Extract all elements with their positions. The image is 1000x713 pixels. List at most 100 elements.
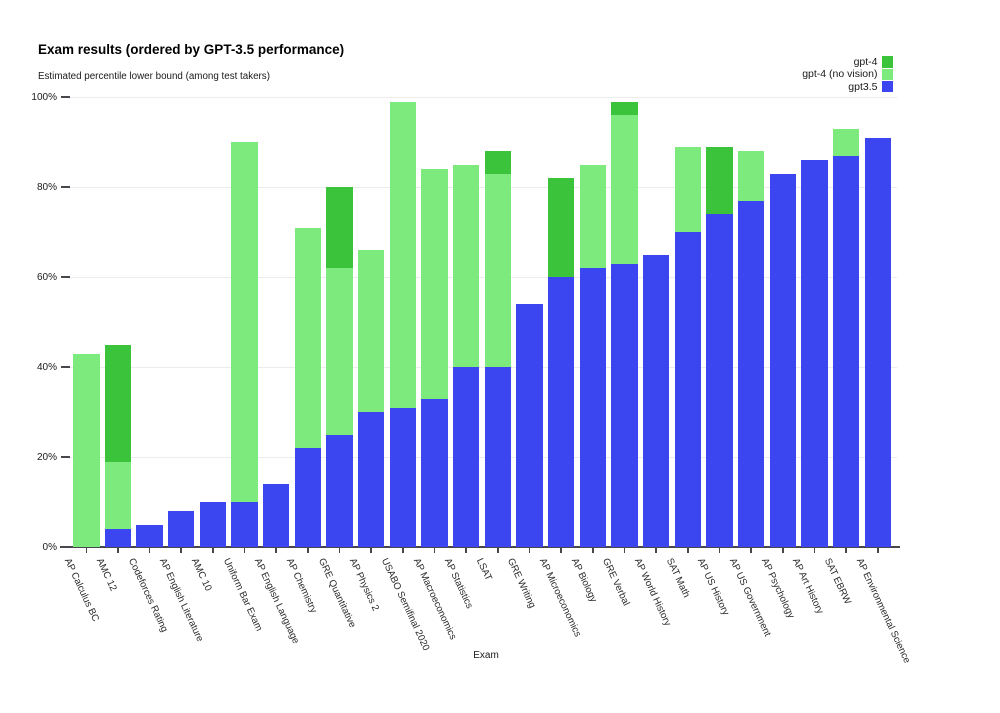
x-tick-mark: [243, 548, 246, 553]
bar-segment-gpt35: [294, 448, 322, 547]
y-tick-mark: [61, 456, 70, 458]
bar-segment-gpt35: [769, 173, 797, 547]
gridline-60%: [64, 277, 897, 278]
gridline-40%: [64, 367, 897, 368]
x-tick-label: AP Calculus BC: [62, 556, 102, 624]
x-tick-mark: [623, 548, 626, 553]
x-tick-mark: [85, 548, 87, 553]
y-tick-mark: [61, 366, 70, 368]
x-tick-label: AP Psychology: [758, 556, 797, 621]
bar-segment-gpt35: [136, 524, 163, 547]
x-tick-mark: [528, 548, 531, 553]
bar-segment-gpt35: [452, 367, 480, 547]
bar-segment-gpt35: [231, 502, 258, 547]
x-tick-mark: [718, 548, 721, 553]
x-tick-label: GRE Writing: [505, 556, 539, 610]
x-axis-line: [60, 546, 900, 549]
x-tick-mark: [338, 548, 341, 553]
x-tick-mark: [687, 548, 689, 553]
x-tick-mark: [433, 548, 436, 553]
legend-label: gpt-4: [853, 56, 878, 68]
x-tick-mark: [180, 548, 182, 553]
x-tick-mark: [655, 548, 657, 553]
x-tick-label: AMC 10: [188, 556, 214, 593]
chart-title: Exam results (ordered by GPT-3.5 perform…: [38, 42, 345, 57]
bar-segment-gpt4-no-vision: [231, 142, 258, 547]
x-tick-label: AP Art History: [790, 556, 826, 616]
bar-segment-gpt35: [642, 254, 670, 547]
bar-segment-gpt35: [579, 268, 607, 547]
chart-legend: gpt-4 gpt-4 (no vision) gpt3.5: [802, 56, 893, 93]
y-tick-label: 40%: [36, 361, 57, 373]
x-tick-mark: [307, 548, 309, 553]
x-tick-label: AP Physics 2: [347, 556, 382, 613]
bar-segment-gpt4-no-vision: [73, 353, 100, 547]
x-tick-label: AP Environmental Science: [853, 556, 913, 666]
y-tick-label: 0%: [42, 541, 57, 553]
y-tick-mark: [61, 186, 70, 188]
legend-swatch: [881, 56, 893, 68]
legend-swatch: [881, 68, 893, 81]
bar-segment-gpt35: [547, 277, 575, 547]
x-tick-mark: [592, 548, 594, 553]
x-tick-label: AP Statistics: [442, 556, 475, 611]
x-tick-mark: [497, 548, 499, 553]
x-axis-title: Exam: [473, 650, 499, 661]
x-tick-mark: [877, 548, 879, 553]
bar-segment-gpt35: [801, 160, 828, 547]
bar-segment-gpt35: [199, 502, 227, 547]
y-tick-label: 20%: [36, 451, 57, 463]
x-tick-label: LSAT: [473, 556, 494, 583]
bar-segment-gpt35: [706, 214, 733, 547]
gridline-100%: [64, 97, 897, 98]
y-tick-mark: [61, 96, 70, 98]
bar-segment-gpt35: [737, 200, 765, 547]
x-tick-mark: [813, 548, 816, 553]
bar-segment-gpt35: [864, 137, 891, 547]
bar-segment-gpt35: [262, 484, 290, 547]
x-tick-label: AMC 12: [93, 556, 119, 593]
y-tick-label: 80%: [36, 181, 57, 193]
bar-segment-gpt35: [421, 398, 448, 547]
x-tick-label: AP US History: [695, 556, 732, 618]
bar-segment-gpt35: [357, 412, 385, 547]
legend-item-gpt-4-no-vision-: gpt-4 (no vision): [802, 68, 893, 80]
x-tick-label: SAT Math: [663, 556, 692, 600]
legend-label: gpt-4 (no vision): [802, 68, 878, 81]
x-tick-label: SAT EBRW: [822, 556, 853, 607]
x-tick-mark: [560, 548, 562, 553]
x-tick-mark: [275, 548, 277, 553]
x-tick-mark: [465, 548, 467, 553]
gridline-80%: [64, 187, 897, 188]
bar-segment-gpt35: [104, 529, 132, 547]
gridline-20%: [64, 457, 897, 458]
x-tick-mark: [212, 548, 214, 553]
bar-segment-gpt35: [832, 155, 860, 547]
y-tick-mark: [61, 276, 70, 278]
bar-segment-gpt35: [389, 407, 417, 547]
x-tick-mark: [782, 548, 784, 553]
bar-segment-gpt35: [674, 232, 702, 547]
legend-label: gpt3.5: [848, 80, 878, 93]
x-tick-label: AP Biology: [568, 556, 599, 605]
bar-segment-gpt35: [611, 263, 638, 547]
x-tick-mark: [117, 548, 119, 553]
x-tick-mark: [148, 548, 151, 553]
x-tick-label: GRE Verbal: [600, 556, 632, 608]
x-tick-mark: [402, 548, 404, 553]
bar-segment-gpt35: [516, 304, 543, 547]
chart-subtitle: Estimated percentile lower bound (among …: [38, 71, 270, 82]
x-tick-mark: [750, 548, 752, 553]
bar-segment-gpt35: [484, 367, 512, 547]
x-tick-mark: [845, 548, 847, 553]
legend-item-gpt3.5: gpt3.5: [802, 81, 893, 93]
x-tick-mark: [370, 548, 372, 553]
y-tick-label: 60%: [36, 271, 57, 283]
bar-segment-gpt35: [326, 434, 353, 547]
legend-item-gpt-4: gpt-4: [802, 56, 893, 68]
bar-segment-gpt35: [167, 511, 195, 547]
x-tick-label: AP Chemistry: [283, 556, 319, 615]
y-tick-label: 100%: [31, 91, 57, 103]
legend-swatch: [881, 80, 893, 93]
